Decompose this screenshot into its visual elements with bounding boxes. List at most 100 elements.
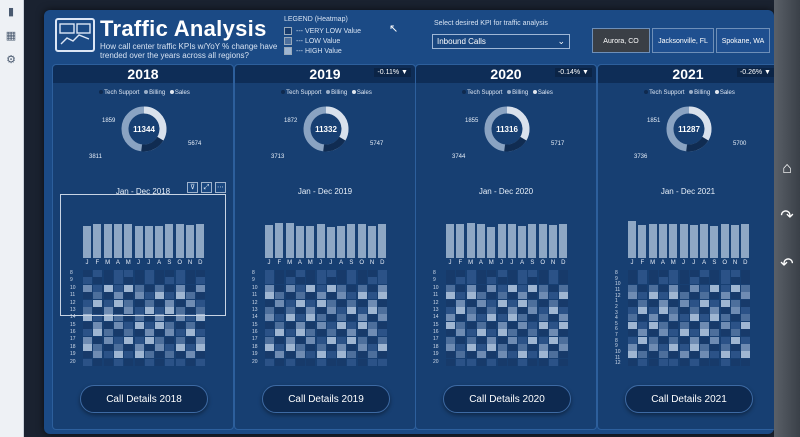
heatmap-cell[interactable]	[124, 307, 134, 314]
heatmap-cell[interactable]	[378, 307, 388, 314]
heatmap-cell[interactable]	[638, 307, 648, 314]
heatmap-cell[interactable]	[518, 358, 528, 366]
heatmap-cell[interactable]	[316, 284, 326, 292]
heatmap-cell[interactable]	[679, 284, 689, 292]
heatmap-cell[interactable]	[103, 329, 113, 337]
heatmap-cell[interactable]	[175, 329, 185, 337]
heatmap-cell[interactable]	[326, 299, 336, 307]
heatmap-cell[interactable]	[658, 292, 668, 300]
heatmap-cell[interactable]	[710, 299, 720, 307]
heatmap-cell[interactable]	[538, 299, 548, 307]
heatmap-cell[interactable]	[265, 299, 274, 307]
heatmap-cell[interactable]	[497, 270, 507, 277]
heatmap-cell[interactable]	[93, 358, 103, 366]
month-bar[interactable]	[528, 224, 537, 258]
heatmap-cell[interactable]	[559, 270, 569, 277]
heatmap-cell[interactable]	[337, 284, 347, 292]
heatmap-cell[interactable]	[113, 344, 123, 351]
heatmap-cell[interactable]	[487, 351, 497, 359]
heatmap-cell[interactable]	[446, 351, 455, 359]
heatmap-cell[interactable]	[507, 277, 517, 285]
heatmap-cell[interactable]	[368, 358, 377, 366]
heatmap-cell[interactable]	[648, 314, 658, 322]
heatmap-cell[interactable]	[144, 307, 154, 314]
heatmap-cell[interactable]	[165, 358, 175, 366]
heatmap-cell[interactable]	[528, 307, 538, 314]
heatmap-cell[interactable]	[196, 284, 206, 292]
heatmap-cell[interactable]	[700, 314, 710, 322]
heatmap-cell[interactable]	[720, 351, 730, 359]
heatmap-cell[interactable]	[113, 277, 123, 285]
heatmap-cell[interactable]	[134, 277, 144, 285]
heatmap-cell[interactable]	[175, 351, 185, 359]
heatmap-cell[interactable]	[357, 270, 367, 277]
heatmap-cell[interactable]	[103, 277, 113, 285]
month-bar[interactable]	[295, 226, 304, 258]
heatmap-cell[interactable]	[700, 284, 710, 292]
forward-arrow-icon[interactable]: ↷	[780, 208, 794, 225]
heatmap-cell[interactable]	[669, 358, 679, 366]
heatmap-cell[interactable]	[175, 314, 185, 322]
heatmap-cell[interactable]	[710, 314, 720, 322]
heatmap-cell[interactable]	[549, 292, 558, 300]
heatmap-cell[interactable]	[186, 314, 195, 322]
heatmap-cell[interactable]	[265, 351, 274, 359]
heatmap-cell[interactable]	[538, 270, 548, 277]
heatmap-cell[interactable]	[155, 351, 165, 359]
heatmap-cell[interactable]	[378, 336, 388, 344]
heatmap-cell[interactable]	[306, 344, 316, 351]
heatmap-cell[interactable]	[487, 329, 497, 337]
heatmap-cell[interactable]	[134, 358, 144, 366]
heatmap-cell[interactable]	[638, 321, 648, 329]
heatmap-cell[interactable]	[124, 277, 134, 285]
heatmap-cell[interactable]	[710, 284, 720, 292]
heatmap-cell[interactable]	[538, 351, 548, 359]
heatmap-cell[interactable]	[124, 351, 134, 359]
heatmap-cell[interactable]	[295, 277, 305, 285]
heatmap-cell[interactable]	[316, 358, 326, 366]
heatmap-cell[interactable]	[155, 314, 165, 322]
monthly-bar-chart[interactable]	[628, 215, 752, 258]
heatmap-cell[interactable]	[368, 307, 377, 314]
heatmap-cell[interactable]	[446, 292, 455, 300]
heatmap-cell[interactable]	[175, 270, 185, 277]
heatmap-cell[interactable]	[144, 321, 154, 329]
heatmap-cell[interactable]	[285, 277, 295, 285]
heatmap-cell[interactable]	[456, 284, 466, 292]
heatmap-cell[interactable]	[337, 336, 347, 344]
heatmap-cell[interactable]	[710, 292, 720, 300]
heatmap-cell[interactable]	[741, 314, 751, 322]
heatmap-cell[interactable]	[347, 270, 357, 277]
heatmap-cell[interactable]	[528, 344, 538, 351]
heatmap-cell[interactable]	[83, 329, 92, 337]
heatmap-cell[interactable]	[741, 270, 751, 277]
heatmap-cell[interactable]	[103, 358, 113, 366]
heatmap-cell[interactable]	[306, 314, 316, 322]
heatmap-cell[interactable]	[326, 270, 336, 277]
heatmap-cell[interactable]	[638, 270, 648, 277]
heatmap-cell[interactable]	[83, 336, 92, 344]
heatmap-cell[interactable]	[196, 307, 206, 314]
heatmap-cell[interactable]	[306, 277, 316, 285]
heatmap-cell[interactable]	[497, 358, 507, 366]
heatmap-cell[interactable]	[93, 284, 103, 292]
heatmap-cell[interactable]	[638, 299, 648, 307]
heatmap-cell[interactable]	[306, 321, 316, 329]
month-bar[interactable]	[378, 224, 387, 258]
heatmap-cell[interactable]	[507, 344, 517, 351]
heatmap-cell[interactable]	[83, 277, 92, 285]
heatmap-cell[interactable]	[628, 321, 637, 329]
heatmap-cell[interactable]	[658, 270, 668, 277]
heatmap-cell[interactable]	[357, 321, 367, 329]
month-bar[interactable]	[134, 226, 143, 258]
heatmap-cell[interactable]	[175, 299, 185, 307]
heatmap-cell[interactable]	[186, 336, 195, 344]
heatmap-cell[interactable]	[466, 277, 476, 285]
heatmap-cell[interactable]	[326, 292, 336, 300]
heatmap-cell[interactable]	[295, 284, 305, 292]
heatmap-cell[interactable]	[658, 321, 668, 329]
heatmap-cell[interactable]	[134, 307, 144, 314]
heatmap-cell[interactable]	[538, 314, 548, 322]
heatmap-cell[interactable]	[113, 358, 123, 366]
heatmap-cell[interactable]	[518, 321, 528, 329]
